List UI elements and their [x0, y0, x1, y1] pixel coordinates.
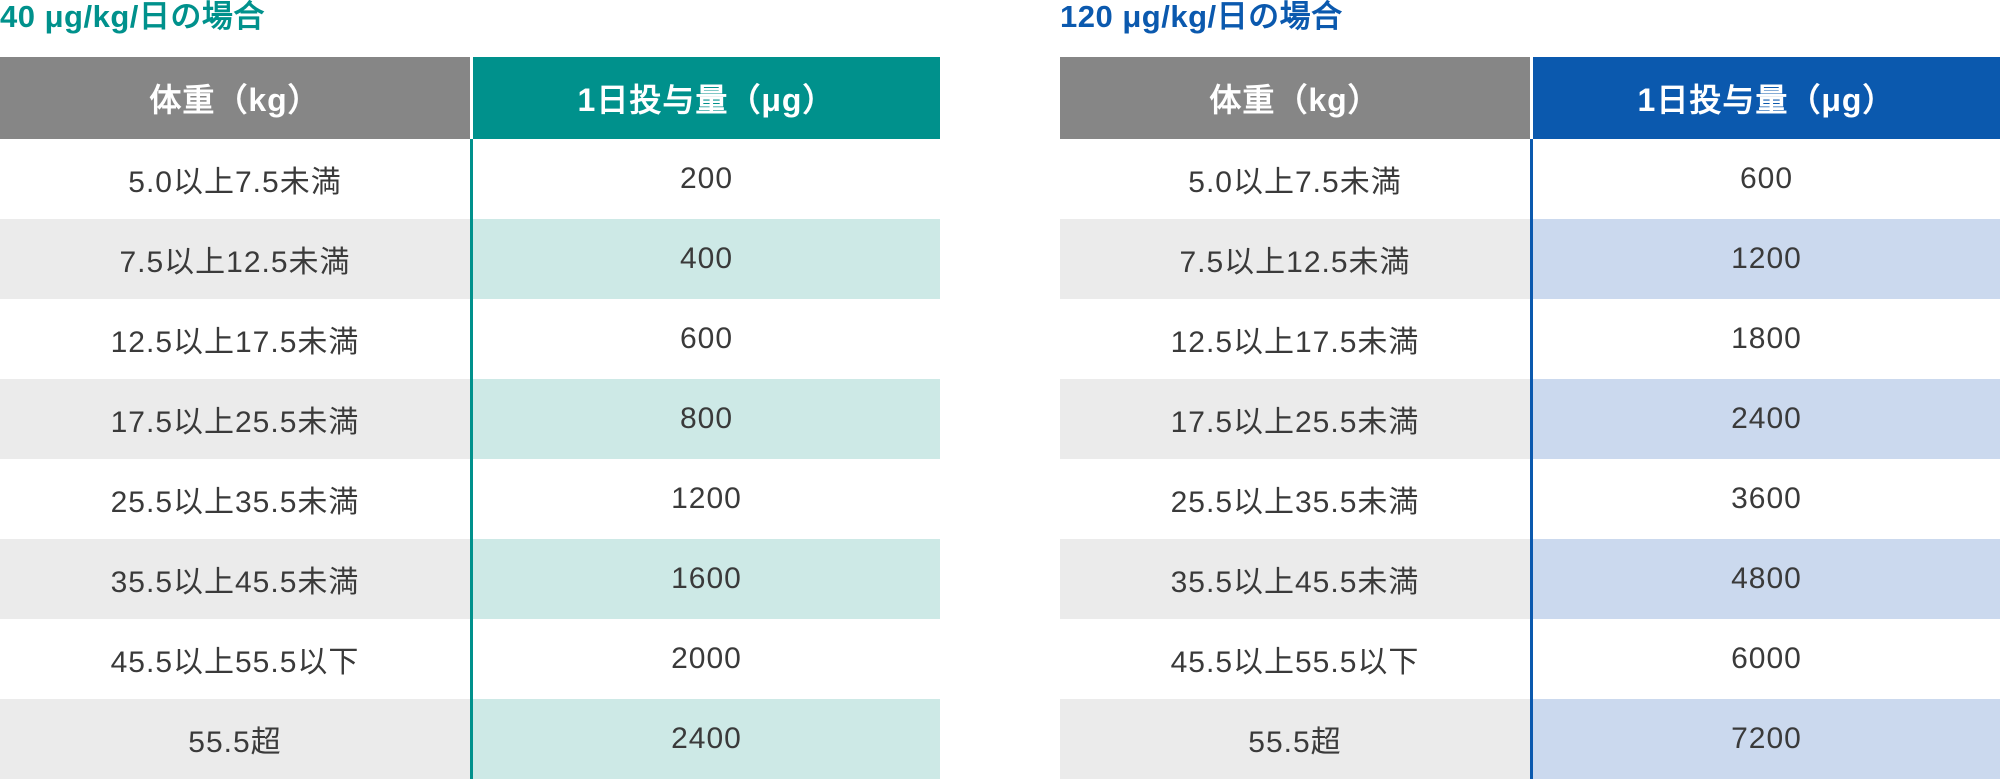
dose-column-header: 1日投与量（μg）	[470, 57, 940, 139]
dose-cell: 7200	[1530, 699, 2000, 779]
dose-cell: 2000	[470, 619, 940, 699]
weight-cell: 45.5以上55.5以下	[1170, 646, 1420, 679]
weight-cell: 55.5超	[0, 699, 470, 779]
weight-cell: 5.0以上7.5未満	[128, 166, 342, 199]
dose-cell: 1200	[470, 459, 940, 539]
dose-cell: 600	[1530, 139, 2000, 219]
weight-cell: 35.5以上45.5未満	[1060, 539, 1530, 619]
weight-cell: 25.5以上35.5未満	[1170, 486, 1420, 519]
dose-cell: 1200	[1530, 219, 2000, 299]
weight-column-header: 体重（kg）	[0, 57, 470, 139]
weight-column-header: 体重（kg）	[1060, 57, 1530, 139]
dose-cell: 6000	[1530, 619, 2000, 699]
dose-cell: 200	[470, 139, 940, 219]
dose-cell: 600	[470, 299, 940, 379]
dose-table-120: 体重（kg） 1日投与量（μg） 5.0以上7.5未満 600 7.5以上12.…	[1060, 57, 2000, 779]
dose-cell: 2400	[470, 699, 940, 779]
dose-column-header: 1日投与量（μg）	[1530, 57, 2000, 139]
dose-cell: 800	[470, 379, 940, 459]
weight-cell: 25.5以上35.5未満	[110, 486, 360, 519]
dose-cell: 1800	[1530, 299, 2000, 379]
weight-cell: 5.0以上7.5未満	[1188, 166, 1402, 199]
dose-cell: 2400	[1530, 379, 2000, 459]
dose-cell: 1600	[470, 539, 940, 619]
dose-table-120-title: 120 μg/kg/日の場合	[1060, 0, 1343, 34]
weight-cell: 35.5以上45.5未満	[0, 539, 470, 619]
dose-table-120-block: 120 μg/kg/日の場合 体重（kg） 1日投与量（μg） 5.0以上7.5…	[1060, 0, 2000, 780]
dose-table-40: 体重（kg） 1日投与量（μg） 5.0以上7.5未満 200 7.5以上12.…	[0, 57, 940, 779]
weight-cell: 12.5以上17.5未満	[1170, 326, 1420, 359]
weight-cell: 45.5以上55.5以下	[110, 646, 360, 679]
weight-cell: 7.5以上12.5未満	[1060, 219, 1530, 299]
dose-table-40-block: 40 μg/kg/日の場合 体重（kg） 1日投与量（μg） 5.0以上7.5未…	[0, 0, 940, 780]
weight-cell: 12.5以上17.5未満	[110, 326, 360, 359]
weight-cell: 55.5超	[1060, 699, 1530, 779]
weight-cell: 17.5以上25.5未満	[0, 379, 470, 459]
dose-cell: 400	[470, 219, 940, 299]
dose-cell: 3600	[1530, 459, 2000, 539]
weight-cell: 17.5以上25.5未満	[1060, 379, 1530, 459]
dose-cell: 4800	[1530, 539, 2000, 619]
weight-cell: 7.5以上12.5未満	[0, 219, 470, 299]
dose-table-40-title: 40 μg/kg/日の場合	[0, 0, 265, 34]
